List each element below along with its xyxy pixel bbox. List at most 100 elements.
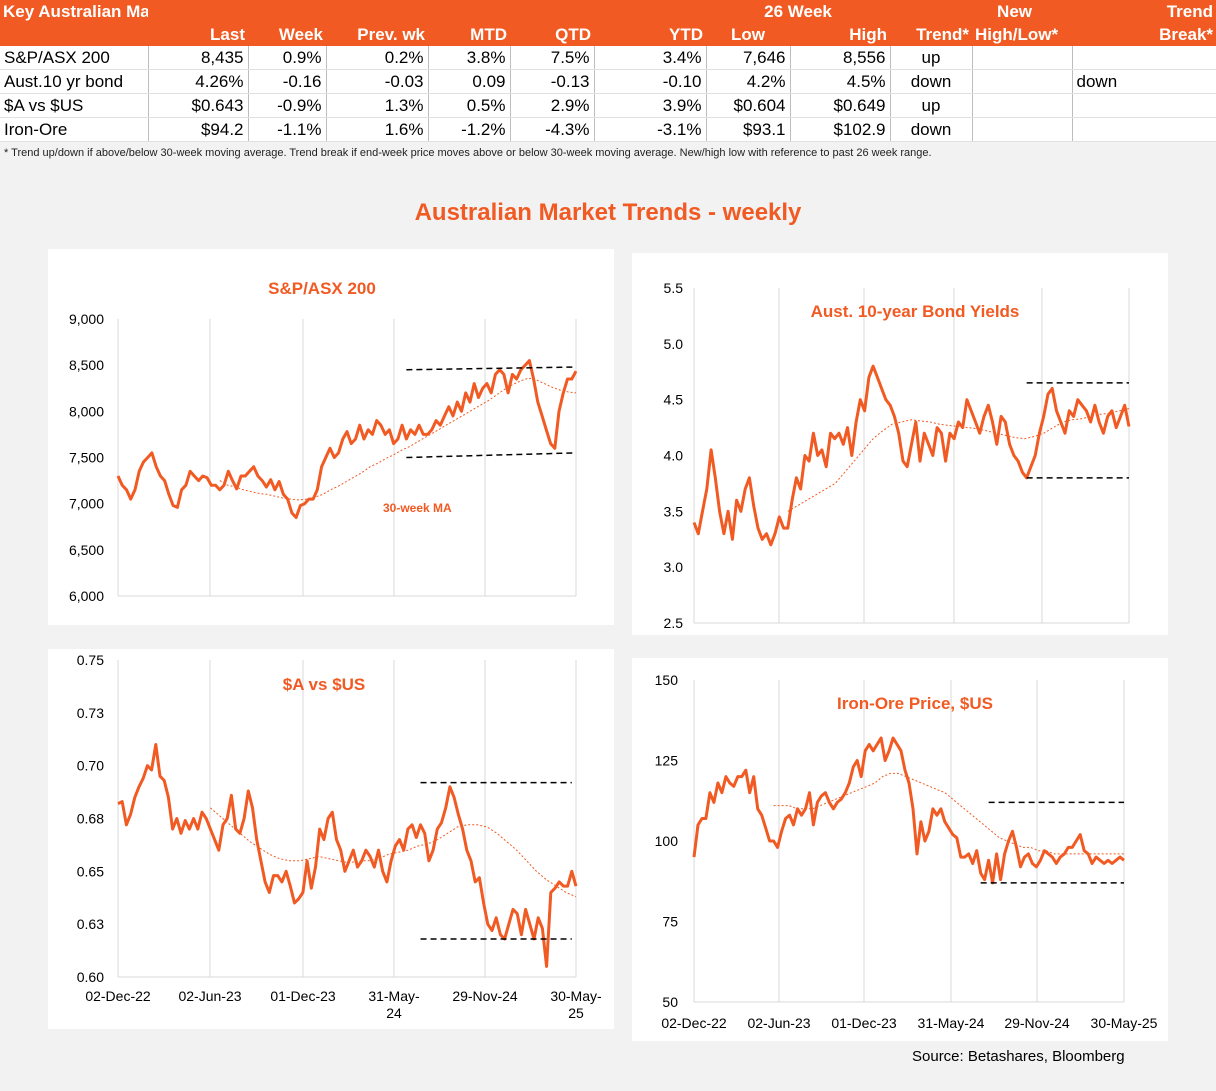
y-tick-label: 0.65: [77, 863, 104, 879]
y-tick-label: 4.5: [664, 392, 684, 408]
y-tick-label: 125: [655, 753, 679, 769]
bond-chart: 5.5 5.0 4.5 4.0 3.5 3.0 2.5 Aust. 10-year Bond …: [664, 280, 1131, 631]
cell-newhl: [972, 46, 1073, 70]
y-tick-label: 3.0: [664, 559, 684, 575]
header-highlow: High/Low*: [972, 23, 1073, 46]
cell-high: $102.9: [790, 117, 891, 142]
y-tick-label: 50: [662, 994, 678, 1010]
header-new: New: [972, 0, 1073, 23]
ma-series-line: [219, 377, 577, 501]
y-tick-label: 4.0: [664, 448, 684, 464]
cell-last: $0.643: [148, 93, 249, 118]
cell-brk: [1072, 46, 1216, 70]
y-tick-label: 150: [655, 672, 679, 688]
cell-qtd: 7.5%: [510, 46, 595, 70]
chart-title: Iron-Ore Price, $US: [837, 694, 993, 713]
cell-week: -0.9%: [248, 93, 327, 118]
header-trend: Trend: [1072, 0, 1216, 23]
header-qtd: QTD: [510, 23, 594, 46]
asx-panel: 9,000 8,500 8,000 7,500 7,000 6,500 6,000 S&P/A…: [48, 249, 614, 625]
cell-low: 7,646: [706, 46, 791, 70]
cell-qtd: -4.3%: [510, 117, 595, 142]
x-tick-label-line2: 25: [568, 1005, 584, 1021]
x-tick-label: 02-Jun-23: [747, 1015, 810, 1031]
cell-newhl: [972, 93, 1073, 118]
y-tick-label: 0.68: [77, 811, 104, 827]
aud-chart: 0.75 0.73 0.70 0.68 0.65 0.63 0.60 02-Dec-22 02-…: [77, 652, 602, 1021]
cell-mtd: 3.8%: [428, 46, 511, 70]
price-series-line: [692, 736, 1125, 885]
y-tick-label: 8,500: [69, 357, 104, 373]
y-tick-label: 9,000: [69, 311, 104, 327]
cell-last: $94.2: [148, 117, 249, 142]
y-tick-label: 5.0: [664, 336, 684, 352]
range-line: [406, 366, 577, 371]
price-series-line: [116, 359, 578, 519]
header-break: Break*: [1072, 23, 1216, 46]
y-tick-label: 6,000: [69, 588, 104, 604]
header-low: Low: [706, 23, 790, 46]
y-tick-label: 3.5: [664, 503, 684, 519]
x-tick-label: 01-Dec-23: [831, 1015, 897, 1031]
aud-panel: 0.75 0.73 0.70 0.68 0.65 0.63 0.60 02-Dec-22 02-…: [48, 649, 614, 1029]
cell-brk: down: [1072, 69, 1216, 94]
ma-series-line: [210, 807, 577, 898]
bond-panel: 5.5 5.0 4.5 4.0 3.5 3.0 2.5 Aust. 10-year Bond …: [632, 253, 1168, 635]
header-high: High: [790, 23, 891, 46]
markets-table: Key Australian Markets 26 Week New Trend…: [0, 0, 1216, 142]
cell-mtd: -1.2%: [428, 117, 511, 142]
main-title: Australian Market Trends - weekly: [414, 199, 802, 226]
y-tick-label: 0.70: [77, 758, 104, 774]
cell-mtd: 0.09: [428, 69, 511, 94]
cell-low: $0.604: [706, 93, 791, 118]
chart-title: Aust. 10-year Bond Yields: [811, 302, 1020, 321]
x-tick-label: 30-May-25: [1091, 1015, 1158, 1031]
price-series-line: [692, 364, 1131, 547]
header-prev: Prev. wk: [326, 23, 428, 46]
cell-name: Aust.10 yr bond: [0, 69, 149, 94]
y-tick-label: 0.73: [77, 705, 104, 721]
cell-ytd: 3.4%: [594, 46, 707, 70]
table-row: $A vs $US $0.643 -0.9% 1.3% 0.5% 2.9% 3.9% $0.6…: [0, 93, 1216, 118]
ma-annotation: 30-week MA: [383, 501, 452, 515]
y-tick-label: 7,000: [69, 496, 104, 512]
header-last: Last: [148, 23, 248, 46]
table-row: Iron-Ore $94.2 -1.1% 1.6% -1.2% -4.3% -3.1% $93…: [0, 117, 1216, 142]
cell-name: Iron-Ore: [0, 117, 149, 142]
cell-brk: [1072, 117, 1216, 142]
y-tick-label: 8,000: [69, 403, 104, 419]
x-tick-label: 29-Nov-24: [1004, 1015, 1070, 1031]
table-footnote: * Trend up/down if above/below 30-week m…: [4, 147, 932, 159]
y-tick-label: 75: [662, 914, 678, 930]
y-tick-label: 5.5: [664, 280, 684, 296]
header-mtd: MTD: [428, 23, 510, 46]
cell-trend: up: [890, 93, 973, 118]
table-row: Aust.10 yr bond 4.26% -0.16 -0.03 0.09 -0.13-…: [0, 69, 1216, 94]
x-tick-label: 31-May-24: [918, 1015, 985, 1031]
cell-name: S&P/ASX 200: [0, 46, 149, 70]
cell-last: 4.26%: [148, 69, 249, 94]
cell-high: 8,556: [790, 46, 891, 70]
ma-series-line: [773, 772, 1124, 855]
y-tick-label: 0.75: [77, 652, 104, 668]
cell-newhl: [972, 69, 1073, 94]
cell-qtd: 2.9%: [510, 93, 595, 118]
cell-high: $0.649: [790, 93, 891, 118]
cell-low: $93.1: [706, 117, 791, 142]
cell-low: 4.2%: [706, 69, 791, 94]
cell-week: -0.16: [248, 69, 327, 94]
y-tick-label: 7,500: [69, 450, 104, 466]
source-note: Source: Betashares, Bloomberg: [912, 1048, 1125, 1065]
iron-chart: 150 125 100 75 50 02-Dec-22 02-Jun-23 01-Dec-23…: [655, 672, 1158, 1031]
x-tick-label: 02-Jun-23: [178, 988, 241, 1004]
table-title: Key Australian Markets: [0, 0, 148, 23]
table-row: S&P/ASX 200 8,435 0.9% 0.2% 3.8% 7.5% 3.4% 7,64…: [0, 46, 1216, 70]
x-tick-label: 30-May-: [550, 988, 602, 1004]
price-series-line: [117, 743, 578, 968]
y-tick-label: 0.63: [77, 916, 104, 932]
cell-week: 0.9%: [248, 46, 327, 70]
chart-title: S&P/ASX 200: [268, 279, 376, 298]
y-tick-label: 2.5: [664, 615, 684, 631]
header-week: Week: [248, 23, 326, 46]
cell-week: -1.1%: [248, 117, 327, 142]
